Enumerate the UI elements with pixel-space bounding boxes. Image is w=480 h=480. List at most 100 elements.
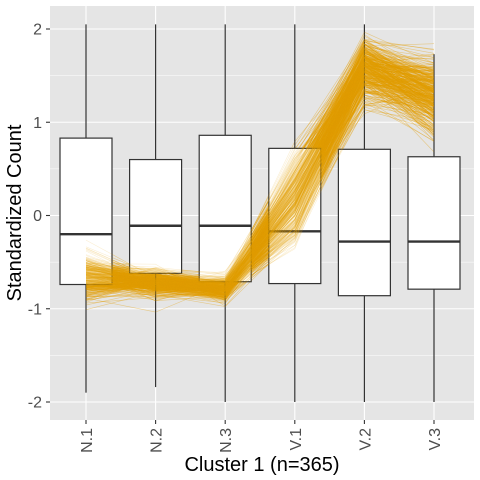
cluster-line (85, 61, 435, 281)
cluster-line (85, 62, 435, 284)
cluster-line (85, 62, 435, 284)
cluster-line (85, 55, 435, 288)
cluster-line (85, 82, 435, 293)
cluster-line (85, 76, 435, 295)
cluster-line (85, 92, 435, 288)
cluster-line (85, 67, 435, 289)
cluster-line (85, 55, 435, 302)
cluster-line (85, 75, 435, 301)
cluster-line (85, 54, 435, 288)
cluster-line (85, 60, 435, 282)
cluster-line (85, 78, 435, 289)
cluster-line (85, 62, 435, 282)
cluster-line (85, 66, 435, 284)
cluster-line (85, 47, 435, 298)
cluster-line (85, 91, 435, 296)
cluster-line (85, 51, 435, 288)
cluster-line (85, 85, 435, 287)
cluster-line (85, 48, 435, 287)
cluster-line (85, 91, 435, 290)
cluster-line (85, 70, 435, 296)
cluster-line (85, 89, 435, 293)
cluster-line (85, 71, 435, 294)
cluster-line (85, 84, 435, 295)
cluster-line (85, 65, 435, 294)
cluster-line (85, 71, 435, 301)
cluster-line (85, 83, 435, 282)
cluster-line (85, 66, 435, 289)
cluster-line (85, 65, 435, 293)
cluster-line (85, 65, 435, 292)
cluster-line (85, 62, 435, 288)
cluster-line (85, 38, 435, 283)
cluster-line (85, 96, 435, 301)
cluster-line (85, 90, 435, 296)
cluster-line (85, 59, 435, 285)
cluster-line (85, 95, 435, 284)
cluster-line (85, 83, 435, 289)
cluster-line (85, 49, 435, 298)
cluster-line (85, 66, 435, 290)
cluster-line (85, 57, 435, 284)
cluster-line (85, 69, 435, 278)
cluster-line (85, 61, 435, 292)
cluster-line (85, 72, 435, 285)
cluster-line (85, 52, 435, 299)
cluster-line (85, 84, 435, 284)
cluster-line (85, 57, 435, 291)
cluster-line (85, 65, 435, 290)
cluster-line (85, 79, 435, 298)
cluster-line (85, 57, 435, 292)
cluster-line (85, 58, 435, 295)
cluster-line (85, 56, 435, 287)
cluster-line (85, 84, 435, 304)
cluster-line (85, 65, 435, 286)
cluster-line (85, 83, 435, 286)
cluster-line (85, 90, 435, 301)
cluster-line (85, 101, 435, 295)
cluster-line (85, 75, 435, 301)
cluster-line (85, 48, 435, 294)
cluster-line (85, 80, 435, 295)
cluster-line (85, 56, 435, 285)
cluster-line (85, 97, 435, 296)
cluster-line (85, 79, 435, 302)
cluster-line (85, 58, 435, 295)
cluster-line (85, 57, 435, 292)
cluster-line (85, 78, 435, 291)
cluster-line (85, 48, 435, 287)
cluster-line (85, 67, 435, 287)
cluster-line (85, 61, 435, 292)
cluster-line (85, 78, 435, 296)
cluster-line (85, 52, 435, 298)
cluster-line (85, 68, 435, 287)
cluster-line (85, 68, 435, 292)
box-N.2 (129, 24, 183, 388)
cluster-line (85, 86, 435, 289)
cluster-line (85, 86, 435, 299)
cluster-line (85, 106, 435, 292)
cluster-line (85, 83, 435, 290)
cluster-line (85, 104, 435, 299)
cluster-line (85, 93, 435, 291)
cluster-line (85, 45, 435, 280)
cluster-line (85, 53, 435, 292)
cluster-line (85, 54, 435, 299)
cluster-line (85, 66, 435, 290)
cluster-line (85, 62, 435, 283)
cluster-line (85, 81, 435, 294)
cluster-line (85, 88, 435, 287)
cluster-line (85, 83, 435, 284)
cluster-line (85, 49, 435, 283)
cluster-line (85, 62, 435, 291)
cluster-line (85, 58, 435, 300)
cluster-line (85, 109, 435, 307)
cluster-line (85, 46, 435, 291)
cluster-line (85, 54, 435, 290)
box-iqr (59, 137, 113, 286)
cluster-line (85, 52, 435, 291)
cluster-line (85, 65, 435, 297)
cluster-line (85, 61, 435, 290)
cluster-line (85, 94, 435, 306)
